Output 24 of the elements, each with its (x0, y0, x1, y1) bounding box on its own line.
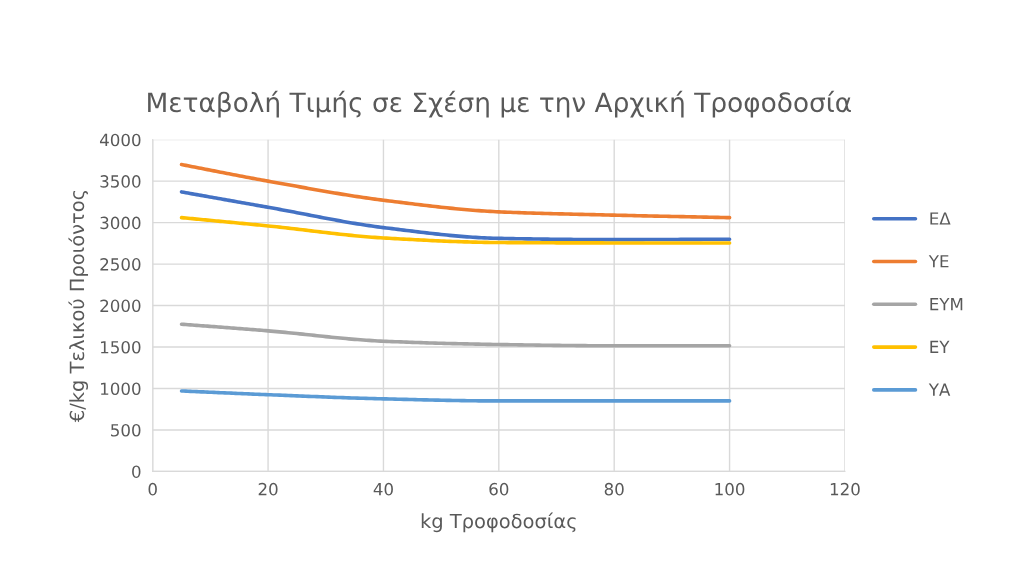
y-axis-title: €/kg Τελικού Προιόντος (68, 190, 89, 423)
legend-label: ΕΥ (930, 340, 950, 353)
x-tick-label: 120 (830, 482, 860, 496)
x-tick-label: 60 (489, 482, 509, 496)
legend-label: ΥΑ (928, 383, 951, 396)
x-tick-label: 100 (715, 482, 745, 496)
chart-title: Μεταβολή Τιμής σε Σχέση με την Αρχική Τροφοδοσία (148, 90, 851, 118)
x-axis-title: kg Τροφοδοσίας (421, 512, 576, 533)
y-tick-label: 1500 (101, 340, 141, 354)
y-tick-label: 4000 (99, 133, 141, 147)
x-tick-label: 0 (148, 482, 157, 496)
y-tick-label: 500 (111, 423, 141, 437)
y-tick-label: 0 (132, 465, 141, 478)
legend-label: ΕΥΜ (930, 298, 963, 311)
x-tick-label: 40 (373, 482, 393, 496)
x-tick-label: 80 (604, 482, 624, 496)
y-tick-label: 3500 (100, 175, 141, 188)
y-tick-label: 3000 (100, 216, 141, 230)
x-tick-label: 20 (258, 482, 278, 496)
y-tick-label: 2500 (100, 258, 141, 271)
y-tick-label: 2000 (100, 299, 141, 313)
legend-label: ΥΕ (928, 255, 949, 268)
legend-label: ΕΔ (930, 212, 951, 225)
y-tick-label: 1000 (101, 382, 141, 396)
